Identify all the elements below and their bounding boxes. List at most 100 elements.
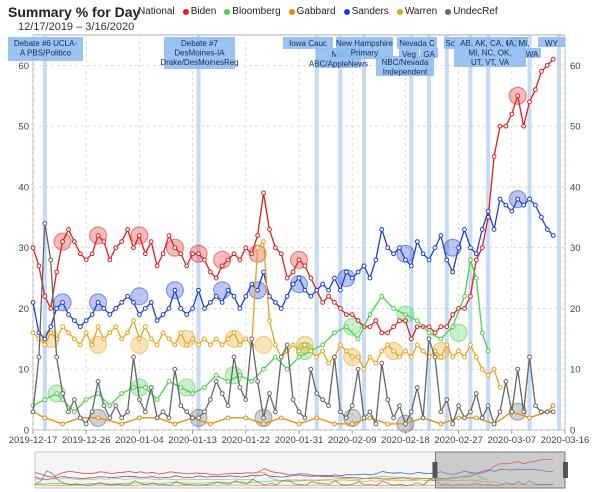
data-point-sanders <box>337 287 343 293</box>
data-point-sanders <box>172 287 178 293</box>
data-point-sanders <box>320 281 326 287</box>
event-label-text: WY <box>545 39 559 48</box>
y-tick-label-left: 40 <box>18 182 29 193</box>
data-point-biden <box>231 251 237 257</box>
data-point-undecref <box>326 403 331 409</box>
data-point-sanders <box>503 202 509 208</box>
legend-label-sanders: Sanders <box>351 6 389 17</box>
data-point-undecref <box>456 403 462 409</box>
data-point-bloomberg <box>107 403 113 409</box>
data-point-bloomberg <box>284 366 290 372</box>
data-point-undecref <box>479 415 485 421</box>
data-point-undecref <box>196 415 201 421</box>
legend-item-bloomberg[interactable]: Bloomberg <box>224 6 281 17</box>
data-point-biden <box>403 318 408 324</box>
data-point-undecref <box>343 415 349 421</box>
data-point-biden <box>60 239 65 245</box>
data-point-undecref <box>284 342 290 348</box>
data-point-undecref <box>314 391 320 396</box>
data-point-undecref <box>361 415 367 421</box>
navigator-handle-right[interactable] <box>563 462 568 478</box>
data-point-undecref <box>544 409 550 415</box>
data-point-warren <box>231 330 237 336</box>
legend-label-gabbard: Gabbard <box>296 6 336 17</box>
data-point-undecref <box>172 366 178 372</box>
data-point-warren <box>77 342 83 348</box>
data-point-sanders <box>30 299 36 305</box>
data-point-bloomberg <box>178 385 184 390</box>
data-point-bloomberg <box>391 306 396 311</box>
legend-item-biden[interactable]: Biden <box>182 6 216 17</box>
navigator-handle-left[interactable] <box>432 462 438 478</box>
data-point-undecref <box>166 415 172 421</box>
event-label-text: UT, VT, VA <box>471 58 510 67</box>
data-point-biden <box>544 62 550 68</box>
data-point-bloomberg <box>379 293 385 299</box>
data-point-warren <box>361 366 367 372</box>
data-point-undecref <box>497 409 503 415</box>
data-point-sanders <box>385 245 391 251</box>
data-point-sanders <box>373 257 379 263</box>
data-point-biden <box>142 251 148 257</box>
data-point-warren <box>302 342 308 348</box>
data-point-bloomberg <box>272 354 278 360</box>
data-point-sanders <box>219 299 225 305</box>
data-point-undecref <box>438 409 444 415</box>
event-label-text: Drake/DesMoinesReg <box>160 58 238 67</box>
data-point-biden <box>320 299 326 305</box>
data-point-biden <box>160 251 166 257</box>
data-point-undecref <box>272 409 278 415</box>
data-point-undecref <box>89 409 95 415</box>
event-label-box <box>397 37 437 49</box>
data-point-undecref <box>83 421 89 427</box>
data-point-gabbard <box>119 421 125 427</box>
data-point-undecref <box>190 415 196 421</box>
data-point-warren <box>71 336 77 342</box>
data-point-sanders <box>60 299 65 305</box>
data-point-undecref <box>521 409 527 415</box>
highlight-bubble-bloomberg <box>295 342 314 360</box>
legend-item-warren[interactable]: Warren <box>396 6 438 17</box>
data-point-undecref <box>148 385 154 390</box>
data-point-bloomberg <box>131 385 136 390</box>
data-point-sanders <box>468 245 473 251</box>
data-point-sanders <box>231 293 237 299</box>
data-point-undecref <box>515 366 521 372</box>
legend-item-undecref[interactable]: UndecRef <box>445 6 498 17</box>
data-point-undecref <box>119 415 125 421</box>
data-point-biden <box>397 318 402 324</box>
data-point-sanders <box>479 227 485 232</box>
navigator-window[interactable] <box>435 451 566 489</box>
data-point-undecref <box>249 336 255 342</box>
data-point-sanders <box>302 287 308 293</box>
data-point-bloomberg <box>119 391 125 396</box>
data-point-undecref <box>154 415 160 421</box>
data-point-warren <box>154 342 160 348</box>
data-point-biden <box>491 154 497 159</box>
data-point-biden <box>444 324 450 330</box>
data-point-undecref <box>550 409 556 415</box>
event-label-text: AB, AK, CA, CO, <box>460 39 520 48</box>
data-point-sanders <box>54 306 60 311</box>
data-point-biden <box>337 306 343 311</box>
data-point-bloomberg <box>249 378 255 384</box>
data-point-undecref <box>332 354 337 360</box>
data-point-biden <box>225 257 231 263</box>
legend-item-gabbard[interactable]: Gabbard <box>288 6 336 17</box>
data-point-sanders <box>101 306 107 311</box>
data-point-warren <box>196 342 201 348</box>
data-point-warren <box>462 354 467 360</box>
data-point-biden <box>77 251 83 257</box>
data-point-undecref <box>391 415 396 421</box>
data-point-sanders <box>438 233 444 238</box>
data-point-warren <box>213 336 219 342</box>
data-point-gabbard <box>60 421 65 427</box>
data-point-warren <box>101 336 107 342</box>
data-point-sanders <box>154 318 160 324</box>
navigator-line-bloomberg <box>34 473 489 486</box>
data-point-biden <box>243 245 249 251</box>
legend-label-warren: Warren <box>404 6 438 17</box>
data-point-warren <box>290 342 296 348</box>
legend-item-sanders[interactable]: Sanders <box>343 6 389 17</box>
